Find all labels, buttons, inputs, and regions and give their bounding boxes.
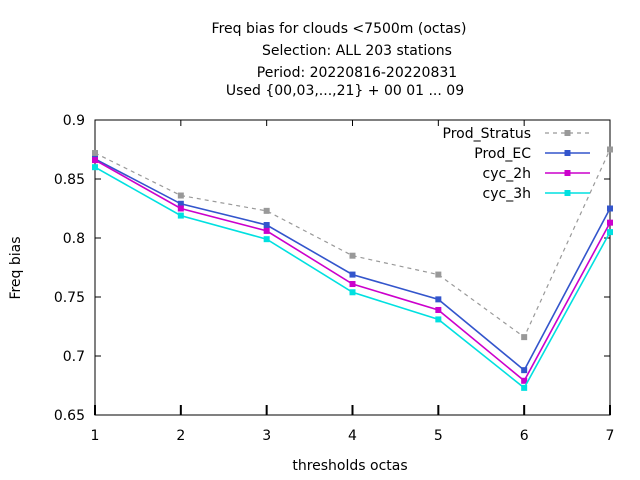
data-point: [607, 146, 613, 153]
series-layer: [92, 146, 613, 391]
y-tick-label: 0.75: [54, 290, 85, 306]
y-tick-label: 0.7: [63, 349, 85, 365]
x-tick-label: 4: [348, 428, 357, 444]
x-tick-label: 3: [262, 428, 271, 444]
series-Prod_Stratus: [92, 146, 613, 341]
series-line: [94, 158, 611, 372]
data-point: [177, 205, 184, 212]
y-tick-label: 0.85: [54, 172, 85, 188]
legend: Prod_Stratus Prod_EC cyc_2h cyc_3h: [443, 126, 590, 202]
legend-item: cyc_3h: [483, 186, 590, 202]
data-point: [521, 334, 528, 341]
legend-item: Prod_Stratus: [443, 126, 590, 142]
axes: 0.65 0.7 0.75 0.8 0.85 0.9 1 2 3 4 5 6 7: [54, 113, 615, 444]
y-tick-label: 0.9: [63, 113, 85, 129]
x-tick-label: 2: [176, 428, 185, 444]
data-point: [349, 281, 356, 288]
data-point: [607, 229, 613, 236]
data-point: [521, 384, 528, 391]
legend-swatch-marker: [564, 130, 571, 136]
series-cyc_2h: [92, 157, 613, 384]
y-axis-label: Freq bias: [8, 236, 24, 299]
legend-item: Prod_EC: [474, 146, 590, 162]
data-point: [435, 296, 442, 303]
data-point: [177, 192, 184, 199]
legend-swatch-marker: [564, 190, 571, 196]
x-tick-label: 7: [606, 428, 615, 444]
data-point: [92, 164, 98, 171]
data-point: [349, 289, 356, 296]
data-point: [177, 212, 184, 219]
data-point: [349, 271, 356, 278]
data-point: [92, 157, 98, 164]
legend-label: Prod_EC: [474, 146, 531, 162]
data-point: [263, 227, 270, 234]
data-point: [263, 207, 270, 214]
legend-swatch-marker: [564, 150, 571, 156]
chart-title-line-4: Used {00,03,...,21} + 00 01 ... 09: [226, 83, 464, 99]
x-axis-label: thresholds octas: [292, 458, 407, 474]
data-point: [521, 367, 528, 374]
chart-title-line-3: Period: 20220816-20220831: [257, 65, 457, 81]
data-point: [263, 236, 270, 243]
x-tick-label: 5: [434, 428, 443, 444]
data-point: [607, 205, 613, 212]
data-point: [607, 219, 613, 226]
series-cyc_3h: [92, 164, 613, 391]
data-point: [435, 316, 442, 323]
legend-label: cyc_2h: [483, 166, 531, 182]
chart-title-line-1: Freq bias for clouds <7500m (octas): [212, 21, 467, 37]
series-Prod_EC: [92, 155, 613, 374]
x-tick-label: 6: [520, 428, 529, 444]
legend-swatch-marker: [564, 170, 571, 176]
data-point: [349, 252, 356, 259]
data-point: [263, 222, 270, 229]
legend-label: cyc_3h: [483, 186, 531, 202]
y-tick-label: 0.8: [63, 231, 85, 247]
data-point: [521, 377, 528, 384]
x-tick-label: 1: [91, 428, 100, 444]
legend-item: cyc_2h: [483, 166, 590, 182]
data-point: [177, 200, 184, 207]
y-tick-label: 0.65: [54, 408, 85, 424]
data-point: [435, 271, 442, 278]
data-point: [92, 150, 98, 157]
series-line: [94, 159, 611, 383]
chart-title-block: Freq bias for clouds <7500m (octas) Sele…: [212, 21, 467, 99]
data-point: [435, 306, 442, 313]
series-line: [94, 149, 611, 339]
chart-title-line-2: Selection: ALL 203 stations: [262, 43, 452, 59]
legend-label: Prod_Stratus: [443, 126, 531, 142]
